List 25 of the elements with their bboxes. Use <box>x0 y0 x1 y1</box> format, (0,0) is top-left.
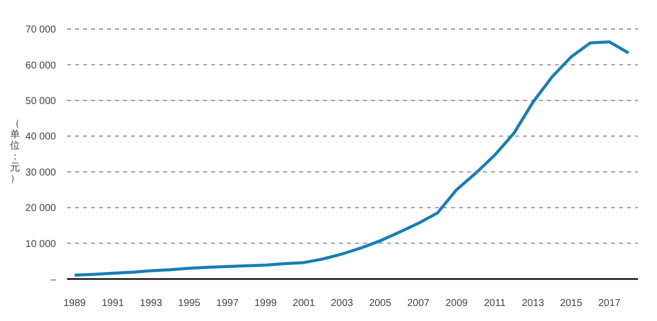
y-tick-label: 60 000 <box>25 60 56 72</box>
x-tick-label: 2005 <box>369 298 392 310</box>
x-tick-label: 2011 <box>484 298 506 310</box>
y-tick-label: 20 000 <box>25 203 56 214</box>
x-tick-label: 1993 <box>140 298 163 310</box>
x-tick-label: 2015 <box>560 298 583 310</box>
y-tick-label: 10 000 <box>25 238 56 250</box>
y-tick-label: – <box>50 274 56 286</box>
x-tick-label: 2009 <box>445 298 468 310</box>
y-tick-label: 70 000 <box>25 24 56 36</box>
x-tick-label: 1989 <box>64 298 86 310</box>
y-axis-title: （单位：元） <box>10 118 20 184</box>
x-tick-label: 2003 <box>330 298 354 310</box>
x-tick-label: 1991 <box>102 298 124 310</box>
x-tick-label: 2001 <box>292 298 316 310</box>
y-tick-label: 30 000 <box>25 167 56 178</box>
x-tick-label: 2013 <box>522 298 545 310</box>
x-tick-label: 2007 <box>407 298 430 310</box>
x-tick-label: 1995 <box>178 298 201 310</box>
y-tick-label: 40 000 <box>25 132 56 143</box>
x-tick-label: 2017 <box>598 298 621 310</box>
x-tick-label: 1997 <box>216 298 239 310</box>
line-series <box>73 40 630 277</box>
y-tick-label: 50 000 <box>25 96 56 107</box>
x-tick-label: 1999 <box>254 298 278 310</box>
